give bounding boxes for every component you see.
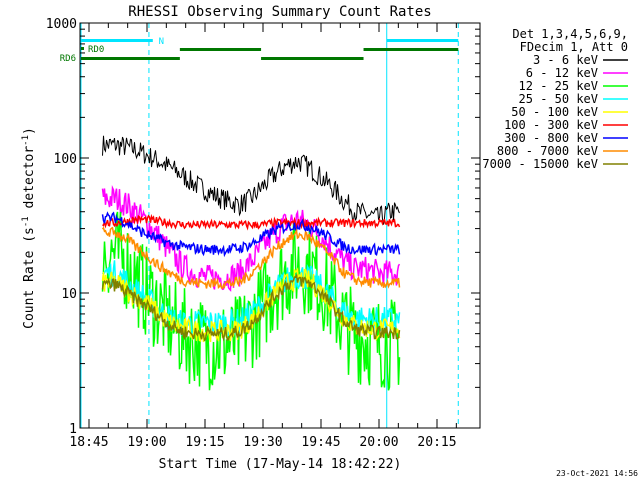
x-tick-label: 19:30 <box>243 435 282 450</box>
x-tick-label: 20:15 <box>417 435 456 450</box>
flag-bars: N RD0 RD6 <box>60 23 459 428</box>
y-label-sup2: -1 <box>21 135 31 146</box>
series-line-8 <box>101 226 401 290</box>
flag-rd6-bar <box>81 57 180 60</box>
legend-label-6: 100 - 300 keV <box>504 118 598 132</box>
y-tick-label: 1000 <box>46 17 77 32</box>
x-tick-label: 20:00 <box>359 435 398 450</box>
flag-rd0-label: RD0 <box>88 45 104 55</box>
series-line-4 <box>101 260 401 337</box>
legend-label-4: 25 - 50 keV <box>519 92 598 106</box>
x-axis-label: Start Time (17-May-14 18:42:22) <box>159 457 402 472</box>
series-line-1 <box>102 135 400 225</box>
chart-title: RHESSI Observing Summary Count Rates <box>128 4 431 20</box>
x-tick-label: 19:00 <box>127 435 166 450</box>
series-line-9 <box>101 274 401 342</box>
flag-rd0-bar <box>81 47 84 50</box>
y-label-mid: detector <box>22 146 37 217</box>
flag-rd6-bar <box>179 48 262 51</box>
x-tick-label: 18:45 <box>69 435 108 450</box>
y-axis-label: Count Rate (s-1 detector-1) <box>21 127 37 329</box>
series-line-6 <box>102 213 401 231</box>
y-label-sup1: -1 <box>21 216 31 227</box>
axes: 1 10 100 1000 18:45 19:00 19:15 19:30 19:45 20:00… <box>46 17 481 450</box>
series-line-2 <box>101 185 401 292</box>
y-tick-label: 10 <box>61 287 77 302</box>
y-tick-label: 1 <box>69 422 77 437</box>
y-tick-label: 100 <box>54 152 77 167</box>
x-tick-label: 19:15 <box>185 435 224 450</box>
y-label-main: Count Rate (s <box>22 227 37 329</box>
legend-label-9: 7000 - 15000 keV <box>482 157 598 171</box>
series-line-5 <box>101 267 401 343</box>
flag-n-bar-1 <box>81 39 153 42</box>
legend: Det 1,3,4,5,6,9, FDecim 1, Att 0 3 - 6 k… <box>482 27 628 171</box>
y-label-end: ) <box>22 127 37 135</box>
flag-rd6-label: RD6 <box>60 54 76 64</box>
flag-n-label: N <box>159 37 164 47</box>
legend-header-1: Det 1,3,4,5,6,9, <box>512 27 628 41</box>
series-group <box>101 135 401 391</box>
legend-label-5: 50 - 100 keV <box>511 105 598 119</box>
plot-frame <box>79 22 481 429</box>
timestamp: 23-Oct-2021 14:56 <box>556 469 638 478</box>
legend-label-8: 800 - 7000 keV <box>497 144 598 158</box>
legend-label-2: 6 - 12 keV <box>526 66 598 80</box>
legend-header-2: FDecim 1, Att 0 <box>520 40 628 54</box>
flag-rd6-bar <box>363 48 459 51</box>
flag-rd6-bar <box>261 57 364 60</box>
legend-label-1: 3 - 6 keV <box>533 53 598 67</box>
legend-label-3: 12 - 25 keV <box>519 79 598 93</box>
flag-n-bar-2 <box>386 39 459 42</box>
series-line-7 <box>101 211 401 258</box>
x-tick-label: 19:45 <box>301 435 340 450</box>
legend-label-7: 300 - 800 keV <box>504 131 598 145</box>
